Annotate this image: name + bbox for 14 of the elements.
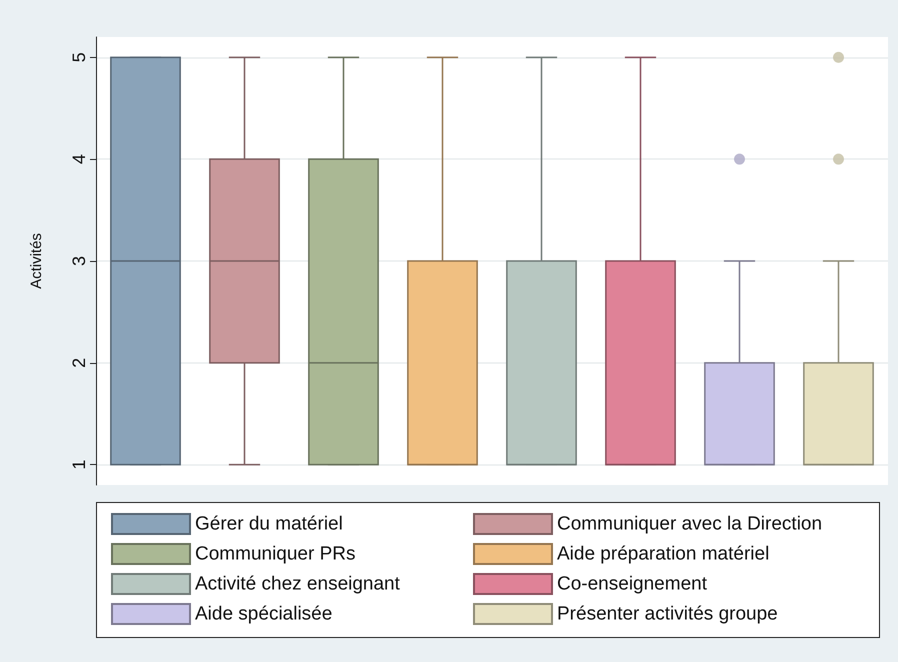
legend-label: Communiquer PRs [195,544,356,564]
y-tick-label: 3 [69,256,89,266]
legend-label: Communiquer avec la Direction [557,514,822,534]
y-tick-label: 5 [69,52,89,62]
legend-label: Aide préparation matériel [557,544,770,564]
y-tick-label: 1 [69,460,89,470]
legend-label: Gérer du matériel [195,514,343,534]
legend-label: Présenter activités groupe [557,604,778,624]
y-tick-label: 2 [69,358,89,368]
y-tick-label: 4 [69,154,89,164]
y-axis-title: Activités [28,233,45,289]
legend-label: Aide spécialisée [195,604,332,624]
legend-label: Co-enseignement [557,574,708,594]
legend-label: Activité chez enseignant [195,574,401,594]
